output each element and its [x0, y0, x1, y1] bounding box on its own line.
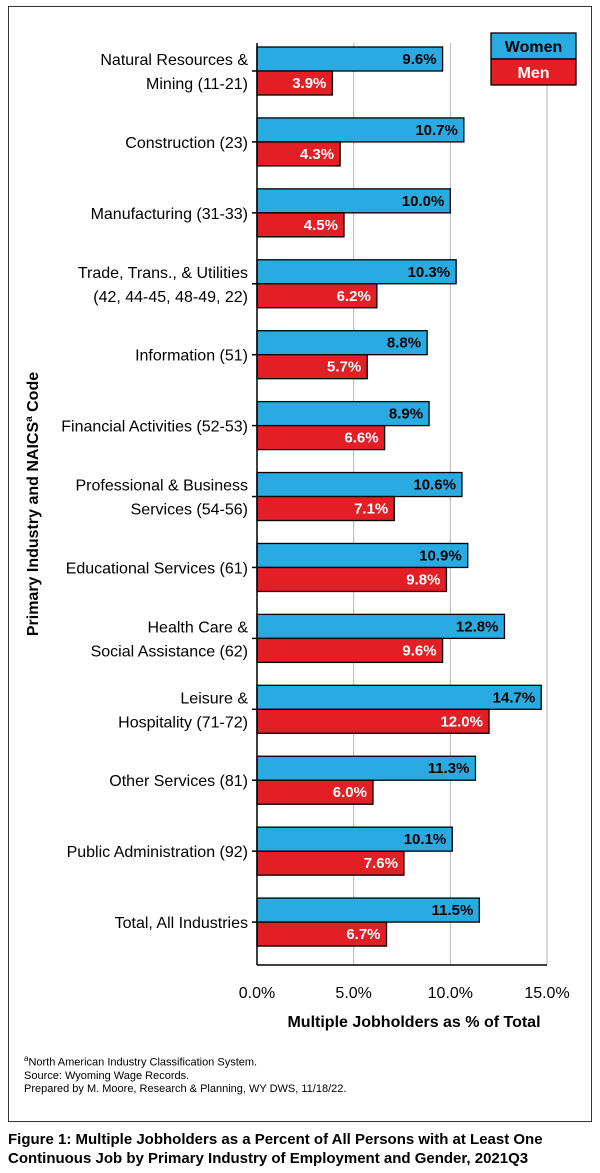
- bar-chart: 9.6% 3.9% 10.7% 4.3% 10.0% 4.5% 10.3% 6.2% 8.8% 5…: [24, 32, 577, 1031]
- category-label-8-0: Health Care &: [148, 619, 249, 636]
- bar-women-0: [256, 46, 444, 72]
- caption-line-2: Continuous Job by Primary Industry of Em…: [8, 1150, 529, 1167]
- bar-men-5: [256, 424, 386, 451]
- category-label-10-0: Other Services (81): [109, 773, 248, 790]
- value-label-women-10: 11.3%: [428, 760, 470, 777]
- value-label-men-5: 6.6%: [344, 430, 378, 447]
- value-label-women-4: 8.8%: [387, 335, 421, 352]
- legend: Women Men: [490, 32, 577, 86]
- bar-men-6: [256, 495, 395, 522]
- value-label-women-8: 12.8%: [456, 618, 499, 635]
- bar-women-5: [256, 400, 430, 427]
- value-label-men-6: 7.1%: [354, 501, 388, 518]
- note-source: Source: Wyoming Wage Records.: [24, 1069, 190, 1082]
- legend-label-women: Women: [505, 39, 562, 56]
- value-label-women-12: 11.5%: [432, 902, 474, 919]
- bar-women-10: [256, 755, 477, 781]
- bar-women-12: [256, 897, 480, 923]
- bar-men-8: [256, 637, 444, 664]
- category-label-9-1: Hospitality (71-72): [118, 714, 248, 731]
- category-label-6-0: Professional & Business: [75, 478, 248, 495]
- bar-men-1: [256, 141, 341, 167]
- value-label-men-10: 6.0%: [333, 784, 367, 801]
- category-label-12-0: Total, All Industries: [115, 915, 248, 932]
- x-tick-label-2: 10.0%: [428, 985, 473, 1002]
- category-label-2-0: Manufacturing (31-33): [91, 206, 248, 223]
- category-label-1-0: Construction (23): [125, 135, 248, 152]
- bars-layer: 9.6% 3.9% 10.7% 4.3% 10.0% 4.5% 10.3% 6.2% 8.8% 5…: [256, 46, 542, 947]
- bar-men-2: [256, 212, 345, 238]
- value-label-women-3: 10.3%: [408, 264, 451, 281]
- category-label-3-1: (42, 44-45, 48-49, 22): [93, 289, 248, 306]
- value-label-men-2: 4.5%: [304, 217, 338, 234]
- value-label-men-11: 7.6%: [364, 855, 398, 872]
- note-naics: aNorth American Industry Classification …: [24, 1052, 346, 1070]
- category-label-7-0: Educational Services (61): [66, 560, 248, 577]
- chart-frame: [8, 6, 592, 1122]
- value-label-men-3: 6.2%: [337, 288, 371, 305]
- x-tick-label-3: 15.0%: [524, 985, 569, 1002]
- value-label-men-8: 9.6%: [402, 642, 436, 659]
- category-label-9-0: Leisure &: [180, 690, 248, 707]
- category-labels: Natural Resources & Mining (11-21) Constru…: [61, 52, 248, 932]
- value-label-men-4: 5.7%: [327, 359, 361, 376]
- legend-swatch-women: [490, 32, 577, 60]
- bar-women-1: [256, 117, 465, 143]
- figure-caption: Figure 1: Multiple Jobholders as a Perce…: [8, 1130, 592, 1168]
- note-line-1: North American Industry Classification S…: [28, 1056, 258, 1069]
- value-label-women-6: 10.6%: [413, 477, 456, 494]
- bar-men-10: [256, 779, 374, 805]
- category-label-0-1: Mining (11-21): [146, 76, 248, 93]
- category-label-0-0: Natural Resources &: [100, 52, 248, 69]
- bar-women-9: [256, 684, 542, 710]
- category-label-8-1: Social Assistance (62): [91, 643, 248, 660]
- value-label-men-12: 6.7%: [346, 926, 380, 943]
- bar-women-6: [256, 471, 463, 498]
- x-tick-label-1: 5.0%: [335, 985, 371, 1002]
- category-label-6-1: Services (54-56): [131, 502, 248, 519]
- value-label-women-7: 10.9%: [419, 547, 462, 564]
- bar-men-11: [256, 850, 405, 876]
- caption-line-1: Figure 1: Multiple Jobholders as a Perce…: [8, 1131, 543, 1148]
- note-prepared: Prepared by M. Moore, Research & Plannin…: [24, 1082, 347, 1095]
- category-label-3-0: Trade, Trans., & Utilities: [78, 265, 248, 282]
- value-label-men-9: 12.0%: [440, 713, 483, 730]
- value-label-men-0: 3.9%: [292, 75, 326, 92]
- value-label-women-11: 10.1%: [404, 831, 447, 848]
- y-axis-title: Primary Industry and NAICSa Code: [24, 372, 42, 636]
- category-label-5-0: Financial Activities (52-53): [61, 419, 248, 436]
- value-label-women-0: 9.6%: [402, 51, 436, 68]
- value-label-women-2: 10.0%: [402, 193, 445, 210]
- value-label-women-9: 14.7%: [493, 689, 536, 706]
- category-label-11-0: Public Administration (92): [67, 844, 248, 861]
- bar-men-4: [256, 354, 368, 380]
- legend-label-men: Men: [518, 65, 550, 82]
- x-tick-label-0: 0.0%: [239, 985, 275, 1002]
- legend-swatch-men: [490, 58, 577, 86]
- x-axis-title: Multiple Jobholders as % of Total: [287, 1014, 540, 1031]
- value-label-women-1: 10.7%: [415, 122, 458, 139]
- note-sup: a: [24, 1054, 29, 1063]
- axis-layer: 0.0% 5.0% 10.0% 15.0% Multiple Jobholders as…: [24, 43, 570, 1031]
- chart-notes: aNorth American Industry Classification …: [24, 1052, 346, 1096]
- value-label-men-7: 9.8%: [406, 571, 440, 588]
- bar-men-0: [256, 70, 334, 96]
- value-label-women-5: 8.9%: [389, 406, 423, 423]
- category-label-4-0: Information (51): [135, 348, 248, 365]
- value-label-men-1: 4.3%: [300, 146, 334, 163]
